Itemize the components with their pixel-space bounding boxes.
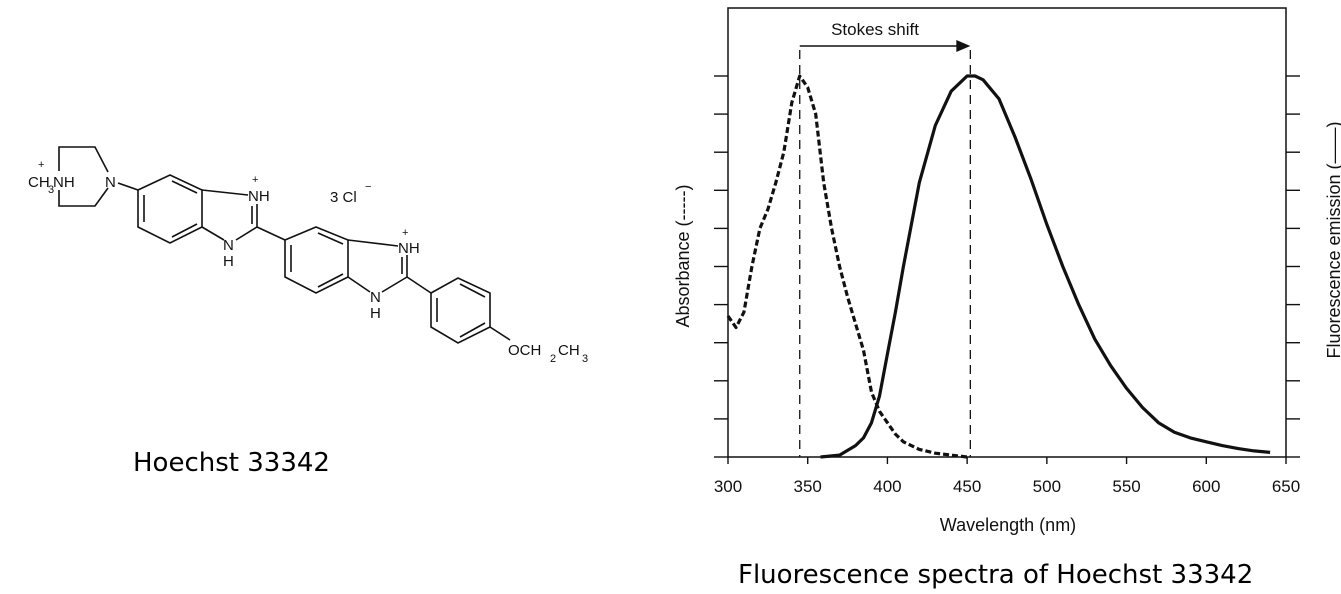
x-tick-label: 350	[794, 477, 822, 496]
plot-frame	[727, 7, 1287, 458]
atom-nh-1: NH	[248, 188, 270, 205]
stokes-shift-label: Stokes shift	[831, 20, 919, 39]
y-axis-right-label: Fluorescence emission (——)	[1324, 121, 1341, 358]
atom-och: OCH	[508, 342, 541, 359]
atom-ch3b-subscript: 3	[582, 353, 588, 365]
x-tick-label: 550	[1112, 477, 1140, 496]
structure-caption: Hoechst 33342	[133, 448, 330, 478]
atom-ch3: CH	[28, 174, 50, 191]
x-axis-label: Wavelength (nm)	[940, 515, 1076, 535]
atom-h-1: H	[223, 253, 234, 270]
x-tick-label: 450	[953, 477, 981, 496]
atom-ch3b: CH	[558, 342, 580, 359]
atom-n-piperazine: N	[105, 174, 116, 191]
atom-och-subscript: 2	[550, 353, 556, 365]
arrowhead-icon	[956, 40, 971, 52]
counterion: 3 Cl	[330, 189, 357, 206]
absorbance-series-line	[726, 74, 968, 459]
x-tick-label: 300	[714, 477, 742, 496]
x-tick-label: 650	[1272, 477, 1300, 496]
x-tick-label: 600	[1192, 477, 1220, 496]
charge-plus: +	[252, 174, 258, 186]
x-tick-label: 400	[873, 477, 901, 496]
structure-bonds	[58, 146, 511, 344]
atom-nh-plus: NH	[53, 174, 75, 191]
chemical-structure: CH 3 + NH N + NH N H 3 Cl − + NH N H OCH…	[28, 146, 588, 365]
chart-caption: Fluorescence spectra of Hoechst 33342	[738, 560, 1254, 590]
stokes-shift-annotation: Stokes shift	[799, 20, 971, 457]
x-tick-label: 500	[1033, 477, 1061, 496]
atom-nh-2: NH	[398, 240, 420, 257]
structure-labels: CH 3 + NH N + NH N H 3 Cl − + NH N H OCH…	[28, 159, 588, 365]
charge-minus: −	[365, 181, 371, 193]
atom-h-2: H	[370, 305, 381, 322]
charge-plus: +	[38, 159, 44, 171]
atom-n-2: N	[370, 289, 381, 306]
emission-series-line	[820, 74, 1271, 459]
atom-n-1: N	[223, 237, 234, 254]
charge-plus: +	[402, 227, 408, 239]
y-axis-left-label: Absorbance (-----)	[673, 184, 693, 327]
atom-ch3-subscript: 3	[48, 184, 54, 196]
